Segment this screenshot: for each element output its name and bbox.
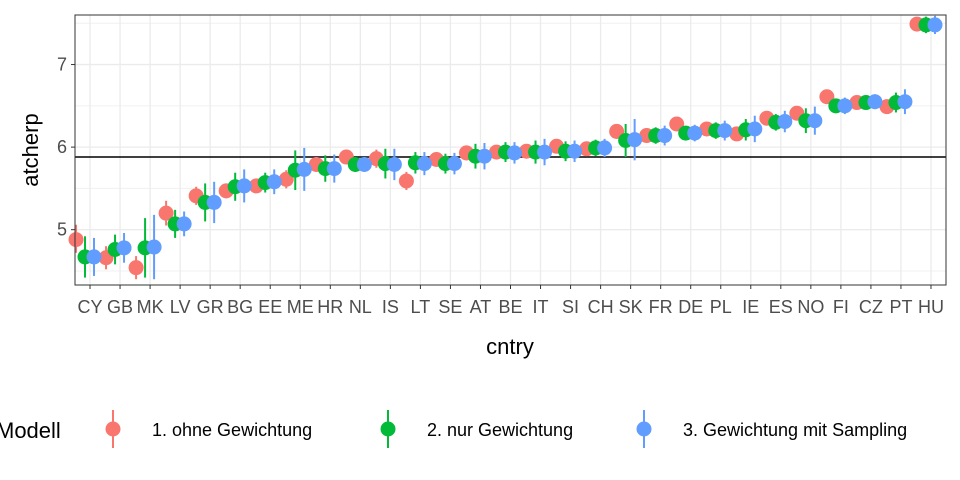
legend-key-point xyxy=(105,421,121,437)
data-point xyxy=(128,260,144,276)
x-tick-label: CH xyxy=(588,297,614,317)
data-point xyxy=(116,240,132,256)
data-point xyxy=(777,114,793,130)
data-point xyxy=(416,156,432,172)
x-tick-label: ME xyxy=(287,297,314,317)
x-tick-label: HR xyxy=(317,297,343,317)
data-point xyxy=(86,249,102,265)
data-point xyxy=(236,178,252,194)
data-point xyxy=(837,98,853,114)
x-tick-label: LV xyxy=(170,297,191,317)
x-tick-label: IT xyxy=(533,297,549,317)
legend-label: 3. Gewichtung mit Sampling xyxy=(683,420,907,440)
data-point xyxy=(597,140,613,156)
data-point xyxy=(68,232,84,248)
data-point xyxy=(657,128,673,144)
y-tick-label: 6 xyxy=(57,137,67,157)
data-point xyxy=(927,17,943,33)
x-tick-label: BE xyxy=(498,297,522,317)
x-tick-label: AT xyxy=(470,297,492,317)
y-axis-title: atcherp xyxy=(18,113,43,186)
data-point xyxy=(296,161,312,177)
x-tick-label: FI xyxy=(833,297,849,317)
x-tick-label: PT xyxy=(889,297,912,317)
x-tick-label: NL xyxy=(349,297,372,317)
y-axis: 5 6 7 xyxy=(57,55,75,240)
legend-key-point xyxy=(380,421,396,437)
data-point xyxy=(897,94,913,110)
x-tick-label: SE xyxy=(438,297,462,317)
data-point xyxy=(687,125,703,141)
x-tick-label: LT xyxy=(411,297,431,317)
data-point xyxy=(807,113,823,129)
data-point xyxy=(176,216,192,232)
x-tick-label: IS xyxy=(382,297,399,317)
x-tick-label: CZ xyxy=(859,297,883,317)
data-point xyxy=(446,156,462,172)
x-axis: CY GB MK LV GR BG EE ME HR NL IS LT SE AT BE IT SI CH SK FR… xyxy=(78,285,944,317)
data-point xyxy=(537,144,553,160)
x-tick-label: MK xyxy=(137,297,164,317)
x-tick-label: BG xyxy=(227,297,253,317)
data-point xyxy=(567,143,583,159)
data-point xyxy=(326,161,342,177)
data-point xyxy=(266,174,282,190)
legend-label: 2. nur Gewichtung xyxy=(427,420,573,440)
x-tick-label: SK xyxy=(619,297,643,317)
x-tick-label: NO xyxy=(797,297,824,317)
x-tick-label: IE xyxy=(742,297,759,317)
legend-label: 1. ohne Gewichtung xyxy=(152,420,312,440)
y-tick-label: 5 xyxy=(57,220,67,240)
data-point xyxy=(627,132,643,148)
data-point xyxy=(206,194,222,210)
legend-title: Modell xyxy=(0,418,61,443)
x-tick-label: ES xyxy=(769,297,793,317)
x-tick-label: GR xyxy=(197,297,224,317)
data-point xyxy=(747,121,763,137)
data-point xyxy=(146,239,162,255)
x-tick-label: SI xyxy=(562,297,579,317)
x-tick-label: DE xyxy=(678,297,703,317)
data-point xyxy=(476,148,492,164)
series-3 xyxy=(86,15,943,280)
data-point xyxy=(356,156,372,172)
data-marks xyxy=(68,15,943,280)
data-point xyxy=(867,94,883,110)
y-tick-label: 7 xyxy=(57,55,67,75)
x-axis-title: cntry xyxy=(486,334,534,359)
x-tick-label: GB xyxy=(107,297,133,317)
x-tick-label: PL xyxy=(710,297,732,317)
x-tick-label: HU xyxy=(918,297,944,317)
data-point xyxy=(398,173,414,189)
legend-key-point xyxy=(636,421,652,437)
data-point xyxy=(717,123,733,139)
legend: Modell 1. ohne Gewichtung 2. nur Gewichtu… xyxy=(0,410,907,448)
data-point xyxy=(507,145,522,161)
x-tick-label: FR xyxy=(649,297,673,317)
data-point xyxy=(386,156,402,172)
x-tick-label: EE xyxy=(258,297,282,317)
x-tick-label: CY xyxy=(78,297,103,317)
data-point xyxy=(158,205,174,221)
